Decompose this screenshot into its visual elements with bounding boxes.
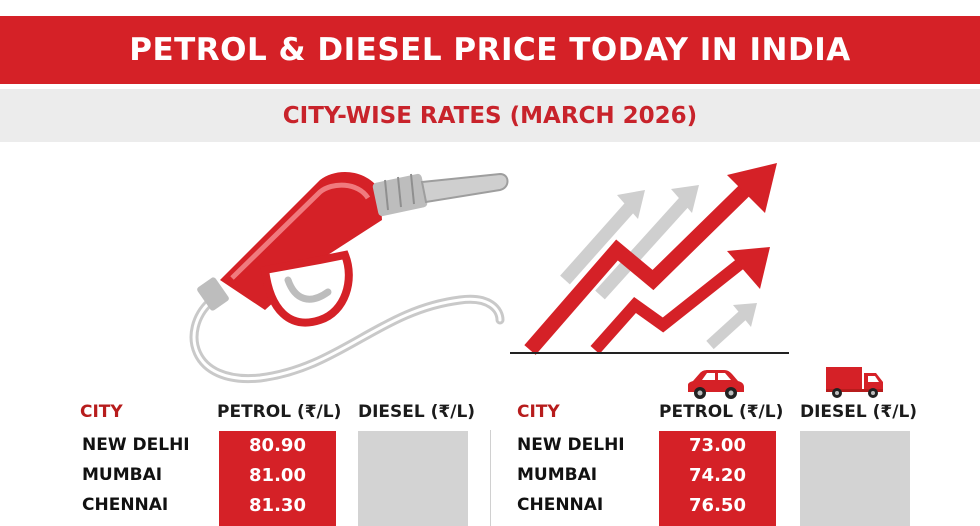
diesel-column-header: DIESEL (₹/L) (800, 402, 918, 422)
diesel-price-placeholder (800, 431, 910, 526)
subtitle-banner: CITY-WISE RATES (MARCH 2026) (0, 89, 980, 142)
petrol-price: 74.20 (689, 465, 746, 486)
rising-arrows-icon (510, 163, 789, 355)
city-name: MUMBAI (82, 465, 163, 485)
truck-icon (826, 367, 883, 398)
petrol-column-header: PETROL (₹/L) (659, 402, 784, 422)
page-subtitle: CITY-WISE RATES (MARCH 2026) (282, 102, 698, 129)
page-title: PETROL & DIESEL PRICE TODAY IN INDIA (129, 32, 851, 68)
city-column-header: CITY (517, 402, 560, 422)
petrol-price: 73.00 (689, 435, 746, 456)
diesel-column-header: DIESEL (₹/L) (358, 402, 476, 422)
fuel-nozzle-icon (189, 171, 509, 384)
petrol-price: 80.90 (249, 435, 306, 456)
petrol-price: 81.30 (249, 495, 306, 516)
diesel-price-placeholder (358, 431, 468, 526)
table-divider (490, 430, 491, 526)
city-name: CHENNAI (82, 495, 169, 515)
city-name: MUMBAI (517, 465, 598, 485)
car-icon (688, 370, 744, 399)
city-column-header: CITY (80, 402, 123, 422)
petrol-price: 76.50 (689, 495, 746, 516)
city-name: NEW DELHI (82, 435, 190, 455)
city-name: CHENNAI (517, 495, 604, 515)
city-name: NEW DELHI (517, 435, 625, 455)
petrol-price-column (219, 431, 336, 526)
petrol-price: 81.00 (249, 465, 306, 486)
petrol-price-column (659, 431, 776, 526)
petrol-column-header: PETROL (₹/L) (217, 402, 342, 422)
title-banner: PETROL & DIESEL PRICE TODAY IN INDIA (0, 16, 980, 84)
